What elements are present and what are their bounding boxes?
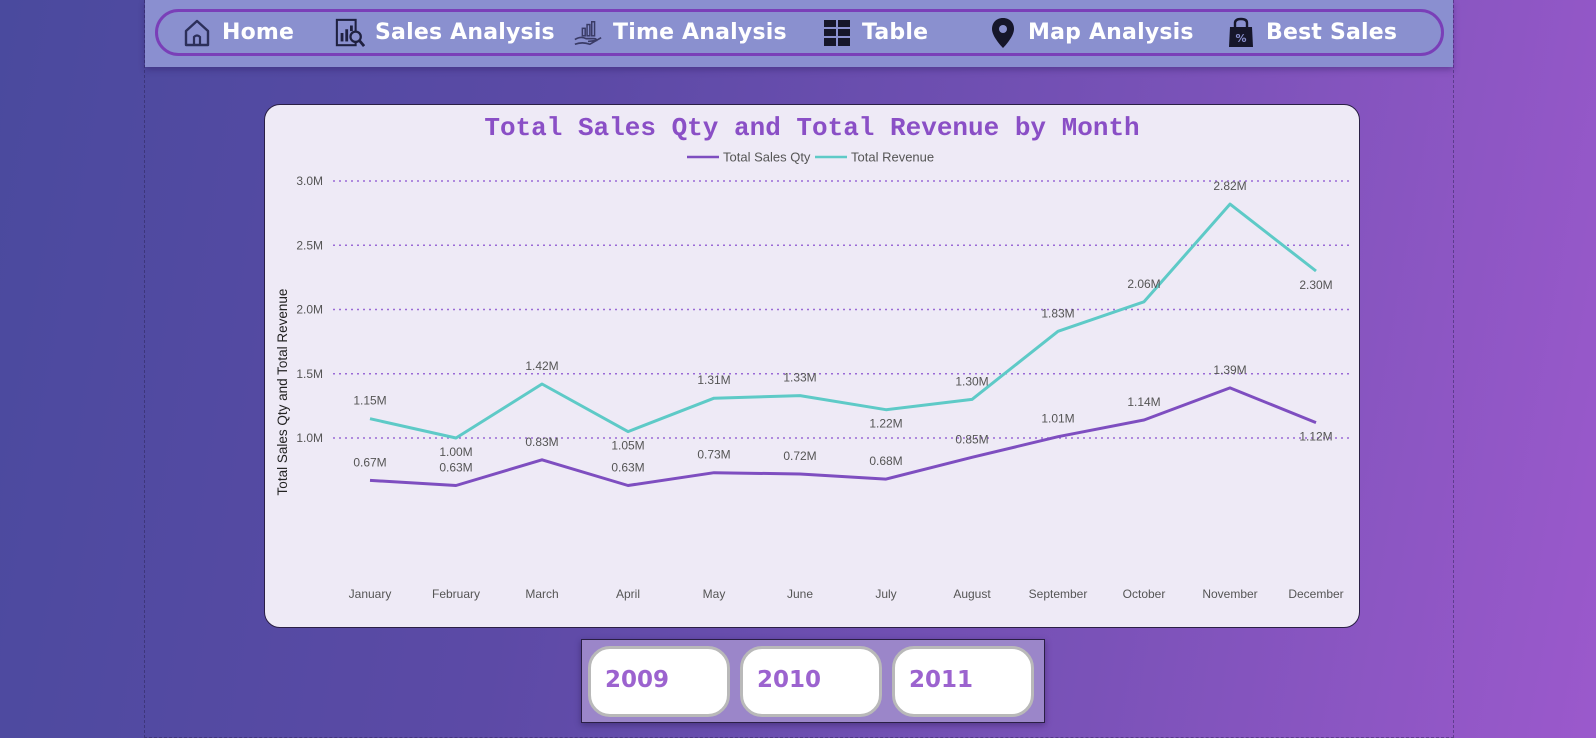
data-label-qty-0: 0.67M xyxy=(353,455,386,469)
nav-time-analysis-button[interactable]: Time Analysis xyxy=(573,12,787,53)
nav-table-label: Table xyxy=(862,20,929,45)
chart-title: Total Sales Qty and Total Revenue by Mon… xyxy=(484,113,1140,143)
nav-map-analysis-button[interactable]: Map Analysis xyxy=(988,12,1194,53)
year-2009-label: 2009 xyxy=(605,667,670,693)
data-label-qty-5: 0.72M xyxy=(783,449,816,463)
x-tick-label-7: August xyxy=(953,587,991,601)
series-line-revenue xyxy=(369,202,1317,440)
x-tick-label-0: January xyxy=(349,587,392,601)
legend-label-0: Total Sales Qty xyxy=(723,150,811,165)
nav-table-button[interactable]: Table xyxy=(822,12,928,53)
nav-home-label: Home xyxy=(222,20,295,45)
data-label-qty-9: 1.14M xyxy=(1127,395,1160,409)
x-tick-label-1: February xyxy=(432,587,480,601)
data-label-revenue-3: 1.05M xyxy=(611,439,644,453)
data-label-qty-6: 0.68M xyxy=(869,454,902,468)
y-tick-label-4: 3.0M xyxy=(296,174,323,188)
x-tick-label-4: May xyxy=(703,587,726,601)
y-tick-label-2: 2.0M xyxy=(296,303,323,317)
data-label-revenue-5: 1.33M xyxy=(783,371,816,385)
year-2010-label: 2010 xyxy=(757,667,822,693)
x-tick-label-8: September xyxy=(1029,587,1088,601)
year-2011-button[interactable]: 2011 xyxy=(892,646,1034,717)
sales-analysis-icon xyxy=(335,18,365,48)
hand-chart-icon xyxy=(573,18,603,48)
svg-text:%: % xyxy=(1235,32,1246,45)
table-grid-icon xyxy=(822,18,852,48)
data-label-qty-1: 0.63M xyxy=(439,461,472,475)
data-label-revenue-4: 1.31M xyxy=(697,373,730,387)
data-label-revenue-2: 1.42M xyxy=(525,359,558,373)
data-label-qty-7: 0.85M xyxy=(955,432,988,446)
series-line-qty xyxy=(369,386,1317,487)
year-2011-label: 2011 xyxy=(909,667,974,693)
y-tick-label-1: 1.5M xyxy=(296,367,323,381)
x-tick-label-5: June xyxy=(787,587,813,601)
nav-time-analysis-label: Time Analysis xyxy=(613,20,787,45)
nav-best-sales-label: Best Sales xyxy=(1266,20,1398,45)
nav-map-analysis-label: Map Analysis xyxy=(1028,20,1194,45)
x-tick-label-2: March xyxy=(525,587,558,601)
legend-label-1: Total Revenue xyxy=(851,150,934,165)
data-label-revenue-10: 2.82M xyxy=(1213,179,1246,193)
data-label-revenue-0: 1.15M xyxy=(353,394,386,408)
home-icon xyxy=(182,18,212,48)
y-axis-label: Total Sales Qty and Total Revenue xyxy=(275,289,290,496)
nav-best-sales-button[interactable]: % Best Sales xyxy=(1226,12,1397,53)
year-2009-button[interactable]: 2009 xyxy=(588,646,730,717)
data-label-qty-3: 0.63M xyxy=(611,461,644,475)
line-chart-card: Total Sales Qty and Total Revenue by Mon… xyxy=(264,104,1360,628)
data-label-revenue-1: 1.00M xyxy=(439,445,472,459)
nav-sales-analysis-button[interactable]: Sales Analysis xyxy=(335,12,555,53)
y-tick-label-3: 2.5M xyxy=(296,238,323,252)
data-label-revenue-6: 1.22M xyxy=(869,417,902,431)
discount-bag-icon: % xyxy=(1226,17,1256,48)
year-2010-button[interactable]: 2010 xyxy=(740,646,882,717)
y-tick-label-0: 1.0M xyxy=(296,431,323,445)
x-tick-label-3: April xyxy=(616,587,640,601)
data-label-revenue-9: 2.06M xyxy=(1127,277,1160,291)
data-label-qty-10: 1.39M xyxy=(1213,363,1246,377)
x-tick-label-9: October xyxy=(1123,587,1166,601)
x-tick-label-6: July xyxy=(875,587,896,601)
line-chart: Total Sales Qty Total Revenue 1.0M 1.5M 2.0M… xyxy=(275,150,1351,601)
data-label-revenue-7: 1.30M xyxy=(955,374,988,388)
navbar: Home Sales Analysis Time Analysis Table … xyxy=(155,9,1444,56)
data-label-qty-8: 1.01M xyxy=(1041,412,1074,426)
year-slicer: 2009 2010 2011 xyxy=(581,639,1045,723)
map-pin-icon xyxy=(988,17,1018,48)
nav-sales-analysis-label: Sales Analysis xyxy=(375,20,555,45)
data-label-revenue-11: 2.30M xyxy=(1299,278,1332,292)
data-label-qty-4: 0.73M xyxy=(697,448,730,462)
x-tick-label-11: December xyxy=(1288,587,1343,601)
nav-home-button[interactable]: Home xyxy=(182,12,294,53)
data-label-revenue-8: 1.83M xyxy=(1041,306,1074,320)
data-label-qty-11: 1.12M xyxy=(1299,430,1332,444)
x-tick-label-10: November xyxy=(1202,587,1257,601)
data-label-qty-2: 0.83M xyxy=(525,435,558,449)
